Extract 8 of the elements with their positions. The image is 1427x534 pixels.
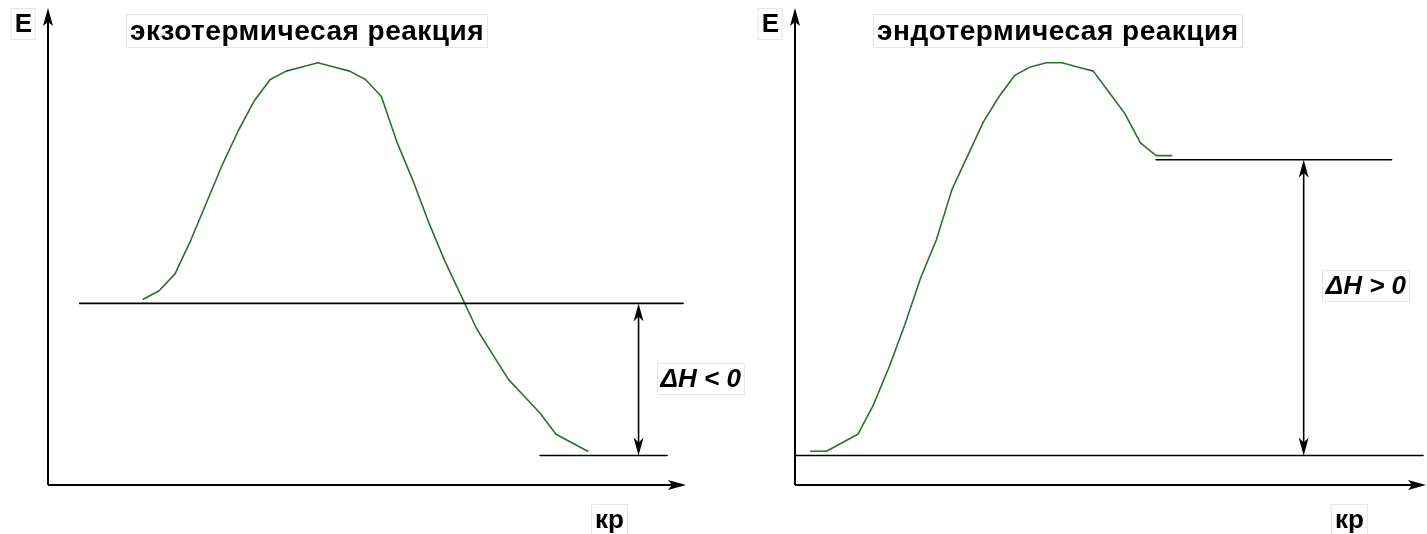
x-axis-title: кр (1331, 504, 1368, 534)
chart-title: экзотермичесая реакция (126, 14, 489, 49)
annotation: ΔH > 0 (1321, 269, 1410, 302)
chart-title: эндотермичесая реакция (873, 14, 1243, 49)
y-axis-title: E (10, 8, 36, 40)
annotation: ΔH < 0 (656, 363, 745, 396)
x-axis-title: кр (591, 504, 628, 534)
y-axis-title: E (757, 8, 783, 40)
